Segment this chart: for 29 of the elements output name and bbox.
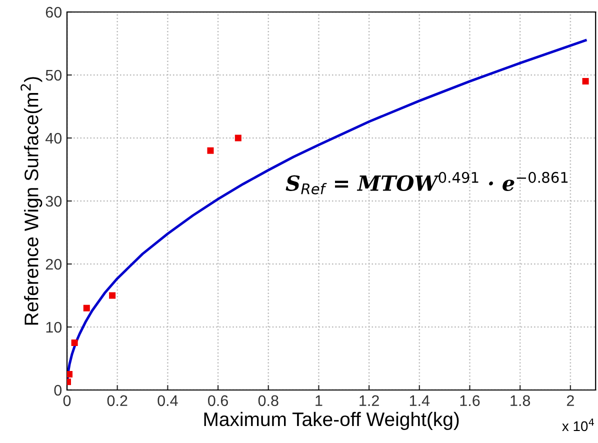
annotation: S$_{Ref}$ = MTOW$^{0.491}$ · e$^{−0.861}$ [286,172,568,194]
x-tick-label: 0.6 [208,395,228,406]
y-tick-label: 0 [54,384,62,396]
point [67,370,73,378]
x-tick-label: 1 [316,395,322,406]
y-tick-label: 60 [46,6,62,18]
y-axis-title: Reference Wign Surface(m$^{2}$) [20,77,42,325]
y-tick-label: 10 [46,322,62,333]
y-tick-label: 50 [46,70,62,81]
x-tick-label: 0.8 [258,395,278,406]
x-tick-label: 1.2 [360,395,379,406]
x-tick-label: 2 [566,395,574,406]
y-tick-label: 20 [46,258,62,270]
x-tick-label: 0.4 [158,395,178,406]
text: x 10$^{4}$ [562,418,594,432]
point [109,292,116,299]
x-axis-title: Maximum Take-off Weight(kg) [204,412,459,430]
x-tick-label: 1.8 [510,395,530,406]
x-tick-label: 0.2 [107,395,128,406]
point [234,134,242,142]
y-tick-label: 30 [46,196,62,207]
point [582,78,589,85]
x-tick-label: 0 [63,395,71,406]
y-tick-label: 40 [46,132,62,144]
point [207,147,214,154]
point [83,304,90,312]
point [71,339,78,346]
x-tick-label: 1.4 [410,395,430,406]
x-tick-label: 1.6 [460,395,480,406]
